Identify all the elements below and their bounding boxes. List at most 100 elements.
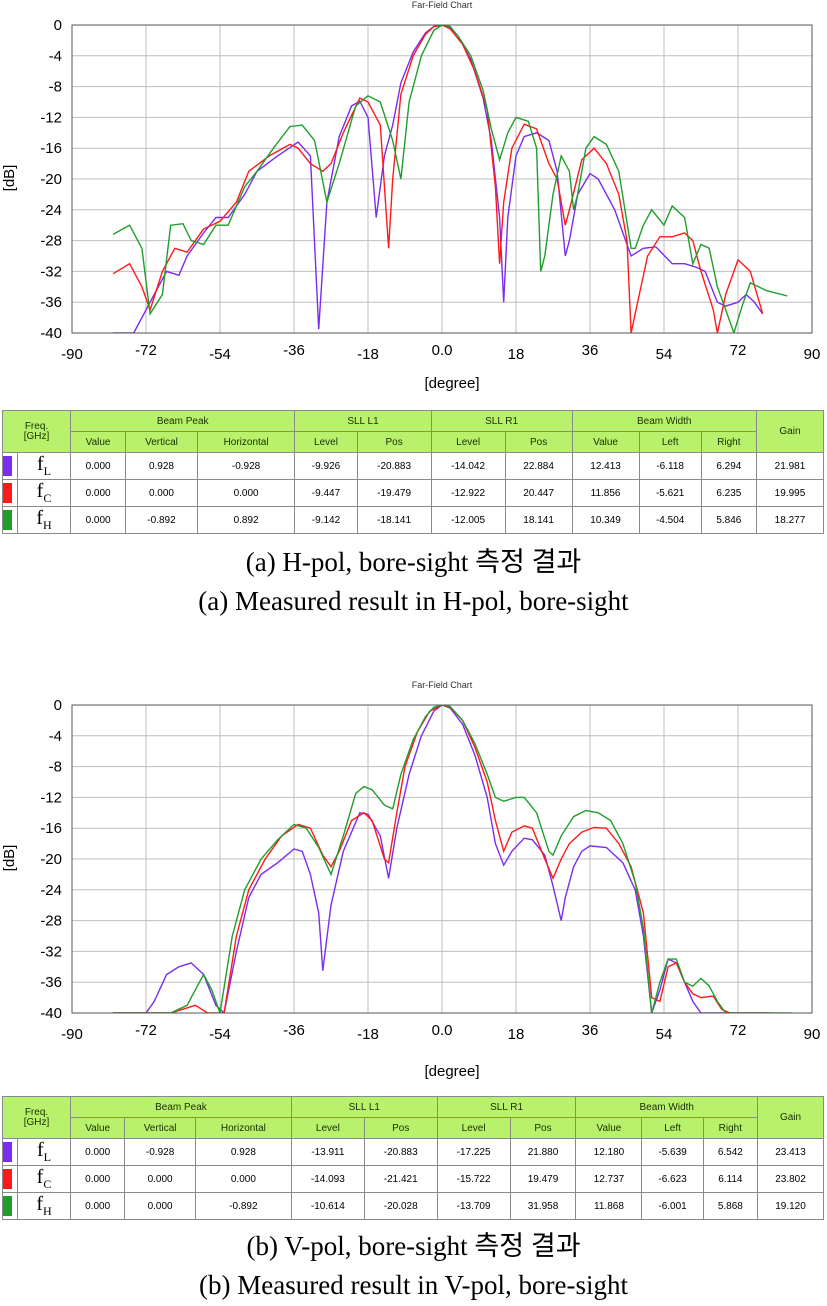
table-row: fC 0.000 0.000 0.000 -14.093 -21.421 -15.722 19… [2,1165,824,1193]
table-row: fH 0.000 -0.892 0.892 -9.142 -18.141 -12.005 18… [2,506,825,534]
table-cell: 6.235 [700,479,757,507]
table-cell: -20.028 [363,1192,438,1220]
table-cell: 12.180 [575,1138,643,1166]
x-tick-label: -18 [357,346,379,363]
series-line-fC [112,25,764,333]
sub-header: Left [641,1117,704,1139]
x-tick-label: 72 [730,342,747,359]
table-cell: 23.413 [757,1138,824,1166]
y-tick-label: -36 [40,294,62,311]
table-cell: -6.118 [638,452,702,480]
table-cell: 18.141 [504,506,573,534]
group-header: Gain [755,410,825,453]
y-axis-label: [dB] [1,165,18,192]
group-header: Gain [757,1096,824,1139]
table-cell: -17.225 [436,1138,511,1166]
table-cell: 20.447 [504,479,573,507]
sub-header: Pos [509,1117,577,1139]
table-row: fC 0.000 0.000 0.000 -9.447 -19.479 -12.922 20.… [2,479,825,507]
table-cell: -14.042 [430,452,506,480]
table-cell: 0.928 [194,1138,292,1166]
table-cell: 6.542 [702,1138,759,1166]
y-tick-label: -8 [49,79,62,96]
x-tick-label: 0.0 [432,1022,453,1039]
table-cell: 0.928 [125,452,198,480]
x-tick-label: -36 [283,342,305,359]
freq-label: fC [17,1165,71,1193]
table-cell: -18.141 [356,506,432,534]
table-cell: 19.120 [757,1192,824,1220]
x-tick-label: -90 [61,346,83,363]
y-tick-label: -8 [49,759,62,776]
y-tick-label: -12 [40,789,62,806]
table-cell: 19.995 [755,479,825,507]
x-tick-label: 18 [508,346,525,363]
series-line-fH [112,25,788,333]
sub-header: Horizontal [196,431,296,453]
table-cell: -20.883 [363,1138,438,1166]
caption-a-english: (a) Measured result in H-pol, bore-sight [198,586,629,616]
table-row: fL 0.000 -0.928 0.928 -13.911 -20.883 -17.225 2… [2,1138,824,1166]
table-cell: -21.421 [363,1165,438,1193]
group-header: SLL R1 [436,1096,577,1118]
far-field-chart-a: Far-Field Chart -90 -72 -54 -36 -18 0.0 18 36 54… [1,0,821,392]
table-cell: 12.737 [575,1165,643,1193]
x-tick-label: 72 [730,1022,747,1039]
swatch-color [3,1142,12,1162]
table-cell: -13.709 [436,1192,511,1220]
table-cell: 12.413 [571,452,640,480]
x-tick-label: 90 [804,346,821,363]
sub-header: Pos [504,431,573,453]
table-cell: 19.479 [509,1165,577,1193]
sub-header: Level [294,431,358,453]
table-cell: -6.001 [641,1192,704,1220]
group-header: SLL L1 [294,410,432,432]
group-header: Beam Peak [69,410,296,432]
group-header: Beam Width [575,1096,759,1118]
result-table-b: Freq. [GHz] Beam Peak SLL L1 SLL R1 Beam Widt… [2,1096,824,1220]
table-cell: -12.005 [430,506,506,534]
y-tick-label: 0 [54,697,62,714]
group-header: Beam Width [571,410,757,432]
sub-header: Level [290,1117,365,1139]
sub-header: Pos [363,1117,438,1139]
y-tick-label: -4 [49,728,62,745]
series-swatch [2,1138,18,1166]
plot-frame [71,24,813,334]
table-cell: 0.892 [196,506,296,534]
far-field-chart-b: Far-Field Chart -90 -72 -54 -36 -18 0.0 18 36 54… [1,680,820,1080]
table-cell: -0.892 [194,1192,292,1220]
freq-label: fL [17,452,71,480]
table-cell: 0.000 [69,452,127,480]
table-cell: 0.000 [69,1165,126,1193]
table-cell: -5.639 [641,1138,704,1166]
y-tick-label: -24 [40,882,62,899]
table-cell: -9.447 [294,479,358,507]
series-swatch [2,479,18,507]
x-tick-label: 18 [508,1026,525,1043]
table-cell: -9.142 [294,506,358,534]
table-cell: 5.868 [702,1192,759,1220]
x-tick-label: -90 [61,1026,83,1043]
y-tick-label: -32 [40,263,62,280]
table-cell: -0.928 [124,1138,196,1166]
swatch-color [3,510,12,530]
table-cell: 5.846 [700,506,757,534]
table-cell: 0.000 [69,506,127,534]
chart-title: Far-Field Chart [412,0,473,10]
x-axis-label: [degree] [424,375,479,392]
freq-header-line: [GHz] [23,1116,50,1128]
swatch-color [3,1169,12,1189]
sub-header: Right [700,431,757,453]
chart-title: Far-Field Chart [412,680,473,690]
y-tick-label: -32 [40,943,62,960]
x-tick-label: 36 [582,342,599,359]
swatch-color [3,456,12,476]
y-tick-label: -4 [49,48,62,65]
freq-label: fC [17,479,71,507]
y-tick-label: -28 [40,913,62,930]
freq-header-line: [GHz] [23,430,50,442]
sub-header: Left [638,431,702,453]
table-cell: 21.981 [755,452,825,480]
table-cell: -9.926 [294,452,358,480]
